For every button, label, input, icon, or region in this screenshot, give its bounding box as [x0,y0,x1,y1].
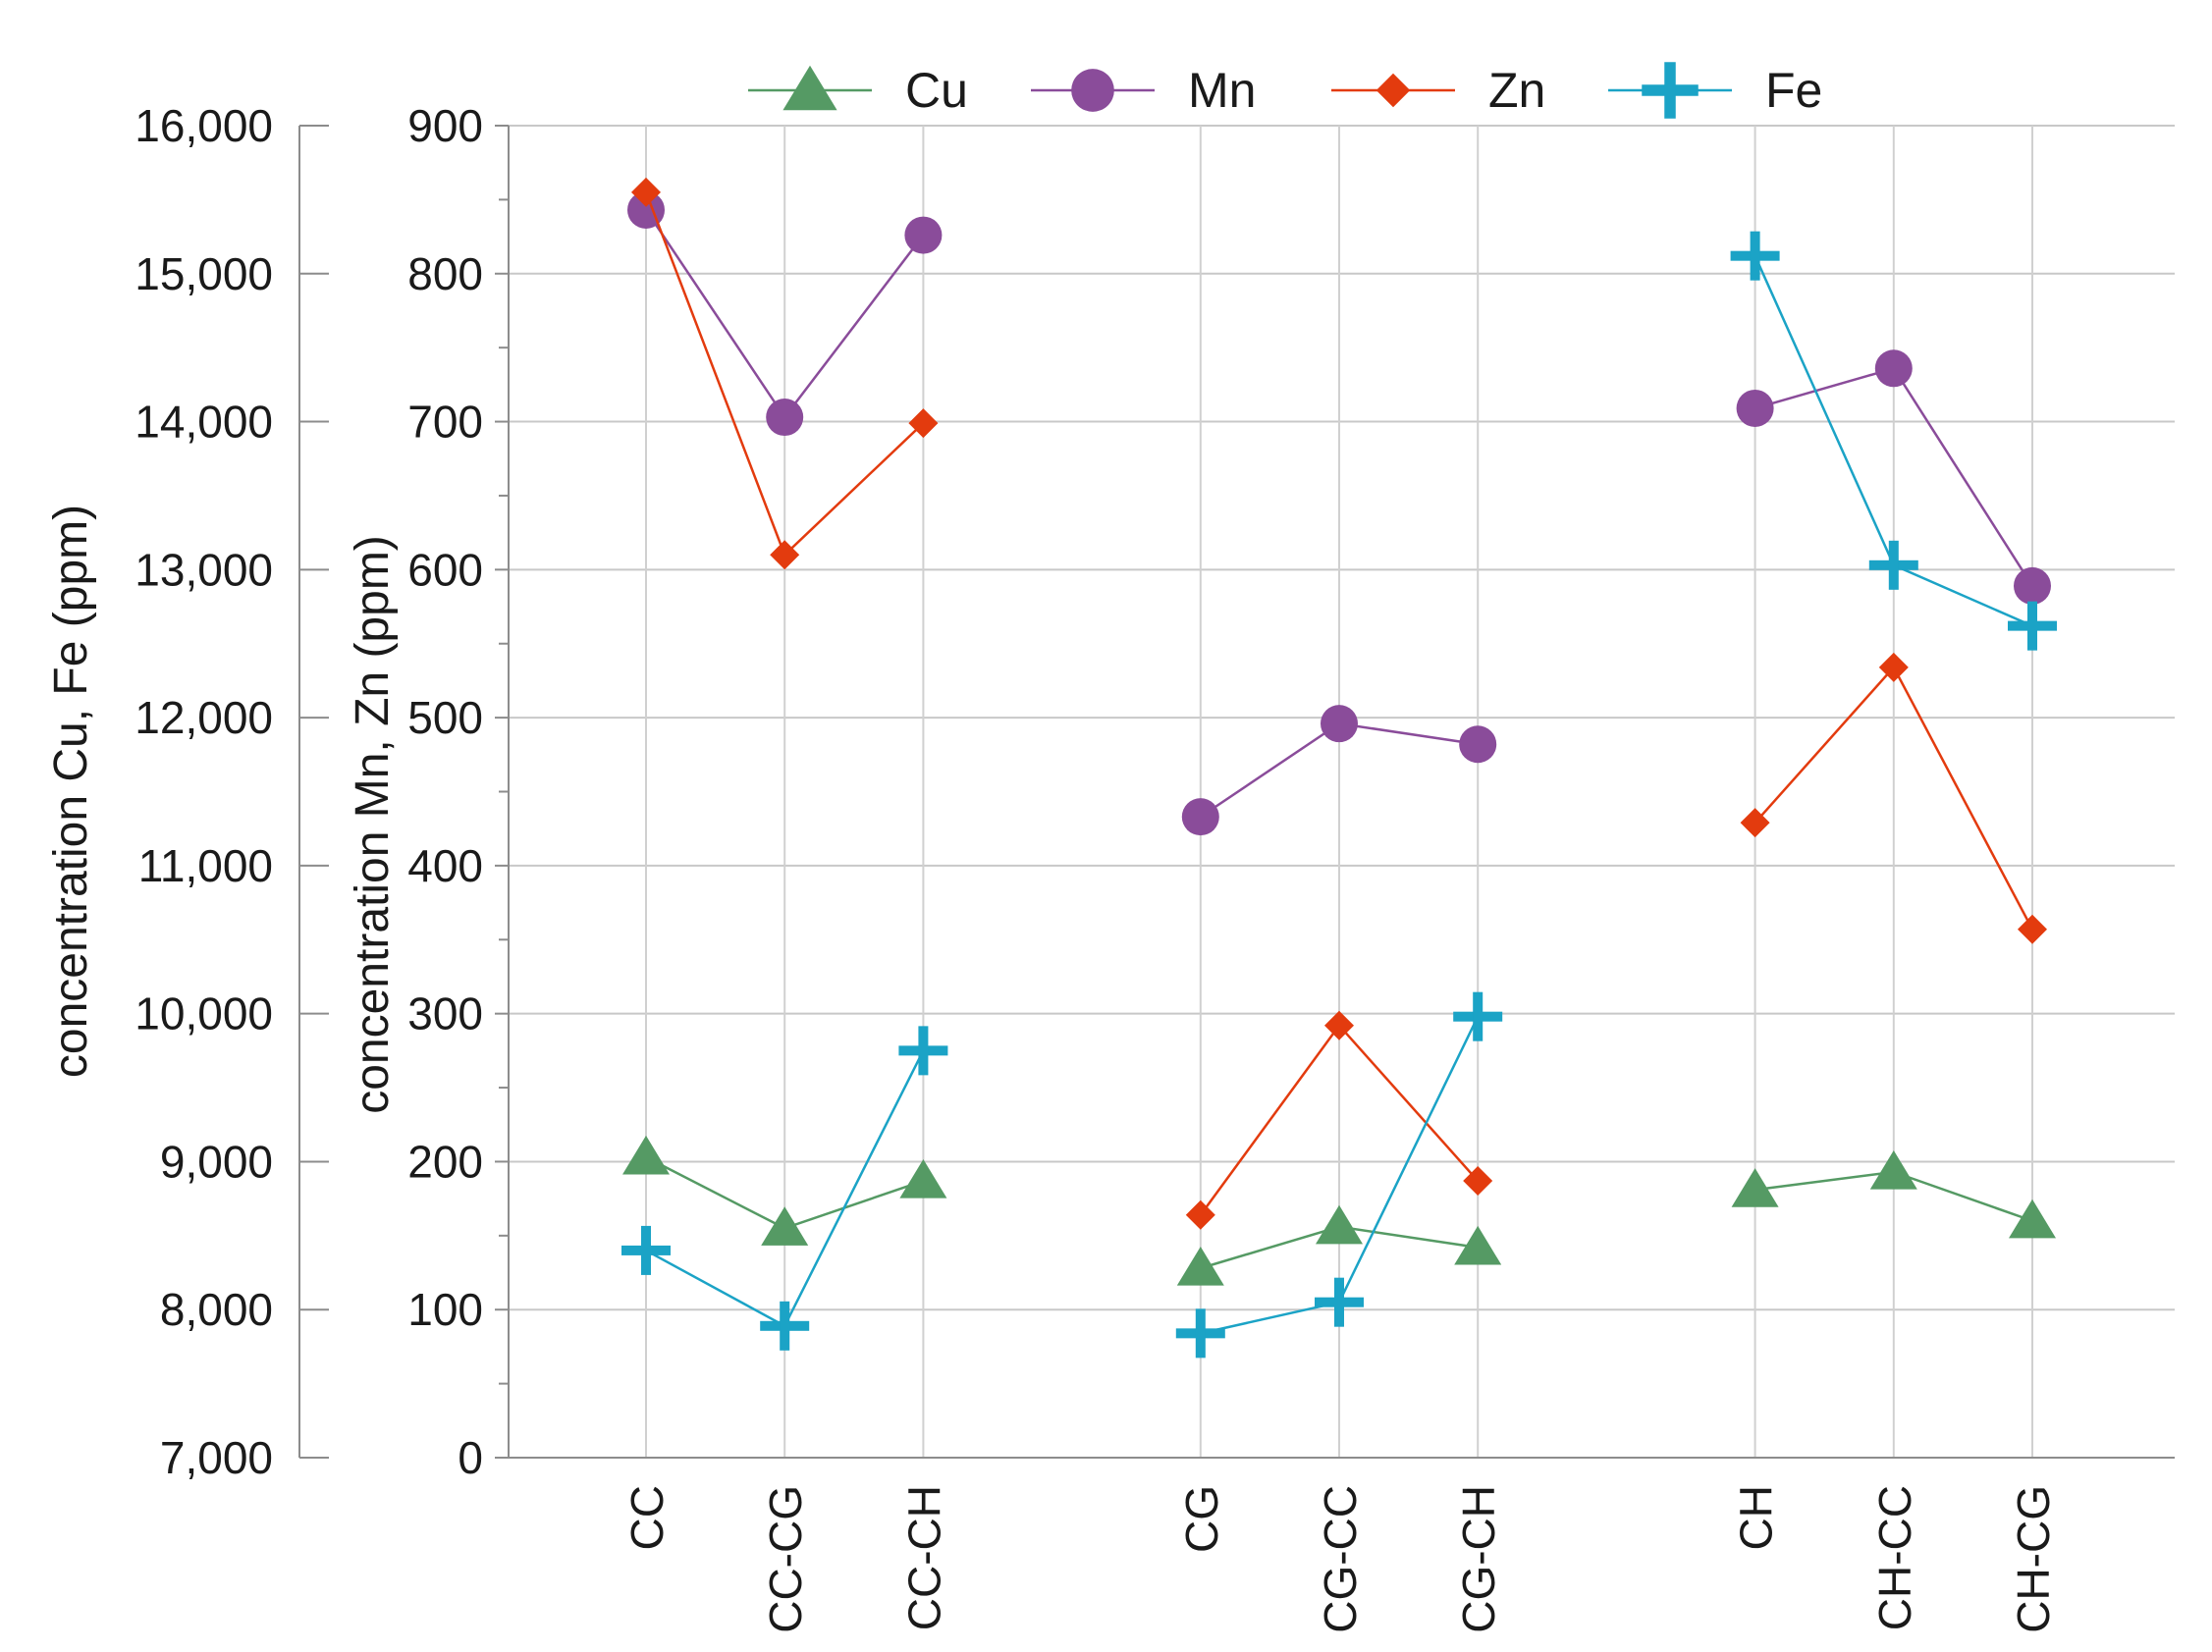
left-axis-tick-label: 11,000 [138,840,273,891]
fe-marker [1868,540,1918,590]
zn-marker [1878,652,1909,682]
legend-label: Zn [1488,63,1545,118]
legend-label: Fe [1765,63,1822,118]
fe-marker [621,1225,671,1275]
left-axis-tick-label: 13,000 [135,544,273,595]
left-axis-tick-label: 12,000 [135,692,273,743]
x-axis: CC CC-CG CC-CH CG CG-CC CG-CH CH CH-CC CH-CG [509,1457,2175,1633]
zn-marker [1185,1199,1215,1230]
mn-marker [2014,566,2051,605]
legend-item-fe: Fe [1608,62,1822,119]
left-axis-tick-label: 10,000 [135,988,273,1039]
cu-marker [782,65,837,111]
zn-marker [1324,1010,1354,1040]
right-axis-tick-label: 500 [407,692,483,743]
mn-marker [1181,798,1219,836]
fe-marker [1315,1277,1364,1327]
cu-marker [1869,1149,1917,1190]
right-axis-tick-label: 400 [407,840,483,891]
cu-marker [622,1135,670,1175]
fe-marker [898,1026,948,1076]
mn-marker [766,399,804,437]
mn-marker [1321,705,1358,743]
x-tick-label: CG [1176,1485,1227,1553]
x-tick-label: CC-CH [898,1485,949,1630]
fe-marker [1175,1308,1225,1359]
fe-marker [1730,231,1780,281]
mn-marker [1736,389,1774,427]
right-axis-tick-label: 600 [407,544,483,595]
mn-marker [1459,725,1497,764]
right-axis-title: concentration Mn, Zn (ppm) [347,535,399,1114]
x-tick-label: CC [621,1485,673,1550]
legend-label: Cu [905,63,968,118]
right-axis-tick-label: 200 [407,1136,483,1187]
left-axis-tick-label: 8,000 [160,1284,273,1335]
x-tick-label: CH-CC [1869,1485,1920,1630]
right-axis-tick-label: 900 [407,100,483,151]
x-tick-label: CH [1731,1485,1782,1550]
series-zn [631,177,2047,1230]
legend-item-cu: Cu [748,63,968,118]
cu-marker [2009,1199,2056,1239]
cu-marker [1176,1247,1224,1286]
right-axis-tick-label: 100 [407,1284,483,1335]
x-tick-label: CH-CG [2008,1485,2059,1633]
grid [509,125,2175,1458]
left-axis-tick-label: 7,000 [160,1432,273,1483]
zn-marker [2018,914,2047,944]
legend: Cu Mn Zn Fe [748,62,1822,119]
right-axis: 0 100 200 300 400 500 600 700 800 900 [407,100,510,1483]
series-mn [627,190,2051,836]
zn-marker [1740,808,1770,838]
mn-marker [1874,349,1913,388]
right-axis-tick-label: 800 [407,248,483,299]
series-cu [622,1135,2056,1286]
left-axis-tick-label: 15,000 [135,248,273,299]
zn-marker [1376,73,1411,108]
series-fe [621,231,2057,1359]
legend-item-mn: Mn [1031,63,1256,118]
series-layer [621,177,2057,1359]
fe-marker [2008,601,2057,651]
x-tick-label: CG-CC [1315,1485,1366,1633]
left-axis-title: concentration Cu, Fe (ppm) [45,505,97,1078]
cu-marker [1731,1168,1779,1207]
left-axis-tick-label: 16,000 [135,100,273,151]
zn-marker [770,540,800,570]
cu-marker [761,1206,809,1246]
fe-marker [760,1301,810,1351]
left-axis-tick-label: 14,000 [135,397,273,448]
cu-marker [1316,1204,1363,1245]
mn-marker [904,216,943,254]
fe-marker [1642,62,1699,119]
cu-marker [1454,1225,1502,1265]
mn-marker [1071,69,1114,112]
legend-item-zn: Zn [1331,63,1545,118]
legend-label: Mn [1188,63,1256,118]
right-axis-tick-label: 0 [458,1432,483,1483]
left-axis: 7,000 8,000 9,000 10,000 11,000 12,000 13,000 1… [135,100,329,1483]
zn-marker [631,177,661,207]
right-axis-tick-label: 300 [407,988,483,1039]
fe-marker [1453,991,1503,1041]
zn-marker [908,408,939,439]
left-axis-tick-label: 9,000 [160,1136,273,1187]
x-tick-label: CC-CG [760,1485,811,1633]
cu-marker [899,1159,947,1199]
right-axis-tick-label: 700 [407,397,483,448]
x-tick-label: CG-CH [1453,1485,1504,1633]
zn-marker [1463,1166,1493,1197]
